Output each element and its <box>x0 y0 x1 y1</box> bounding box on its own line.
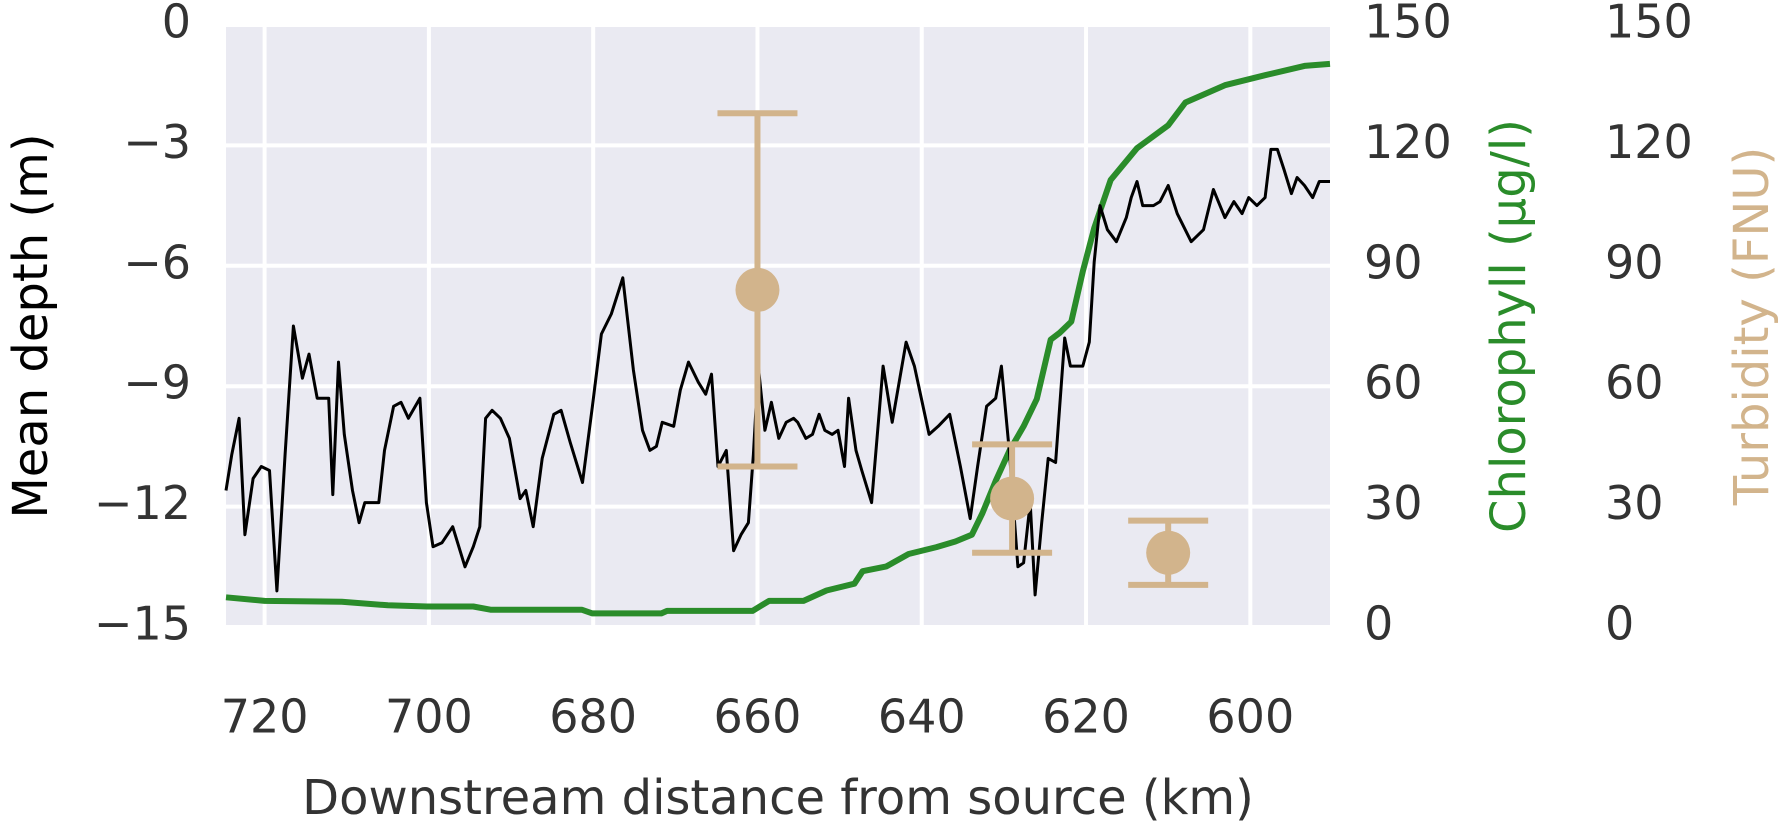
y-tick-label: 0 <box>162 0 191 49</box>
x-tick-label: 660 <box>714 690 802 744</box>
x-tick-label: 700 <box>385 690 473 744</box>
x-axis-label: Downstream distance from source (km) <box>302 770 1254 826</box>
data-line <box>225 60 1331 617</box>
y2-tick-label: 120 <box>1364 115 1452 169</box>
y2-tick-label: 60 <box>1364 356 1423 410</box>
x-tick-label: 600 <box>1206 690 1294 744</box>
y3-tick-label: 150 <box>1605 0 1693 49</box>
y3-tick-label: 0 <box>1605 597 1634 651</box>
y-tick-label: −6 <box>123 235 191 289</box>
y3-tick-label: 120 <box>1605 115 1693 169</box>
y-tick-label: −9 <box>123 356 191 410</box>
y2-tick-label: 90 <box>1364 235 1423 289</box>
y2-tick-label: 30 <box>1364 476 1423 530</box>
point <box>1146 530 1191 575</box>
y-tick-label: −3 <box>123 115 191 169</box>
y2-axis-label: Chlorophyll (µg/l) <box>1481 119 1537 533</box>
y2-tick-label: 0 <box>1364 597 1393 651</box>
plot-background <box>226 25 1330 627</box>
y-tick-label: −12 <box>94 476 191 530</box>
y3-tick-label: 90 <box>1605 235 1664 289</box>
y-tick-label: −15 <box>94 597 191 651</box>
x-tick-label: 640 <box>878 690 966 744</box>
point <box>990 476 1035 521</box>
data-line <box>224 147 1330 597</box>
y3-axis-label: Turbidity (FNU) <box>1724 147 1780 506</box>
point <box>735 267 780 312</box>
y-axis-label: Mean depth (m) <box>3 133 59 518</box>
y2-tick-label: 150 <box>1364 0 1452 49</box>
x-tick-label: 720 <box>221 690 309 744</box>
y3-tick-label: 60 <box>1605 356 1664 410</box>
x-tick-label: 620 <box>1042 690 1130 744</box>
y3-tick-label: 30 <box>1605 476 1664 530</box>
x-tick-label: 680 <box>549 690 637 744</box>
